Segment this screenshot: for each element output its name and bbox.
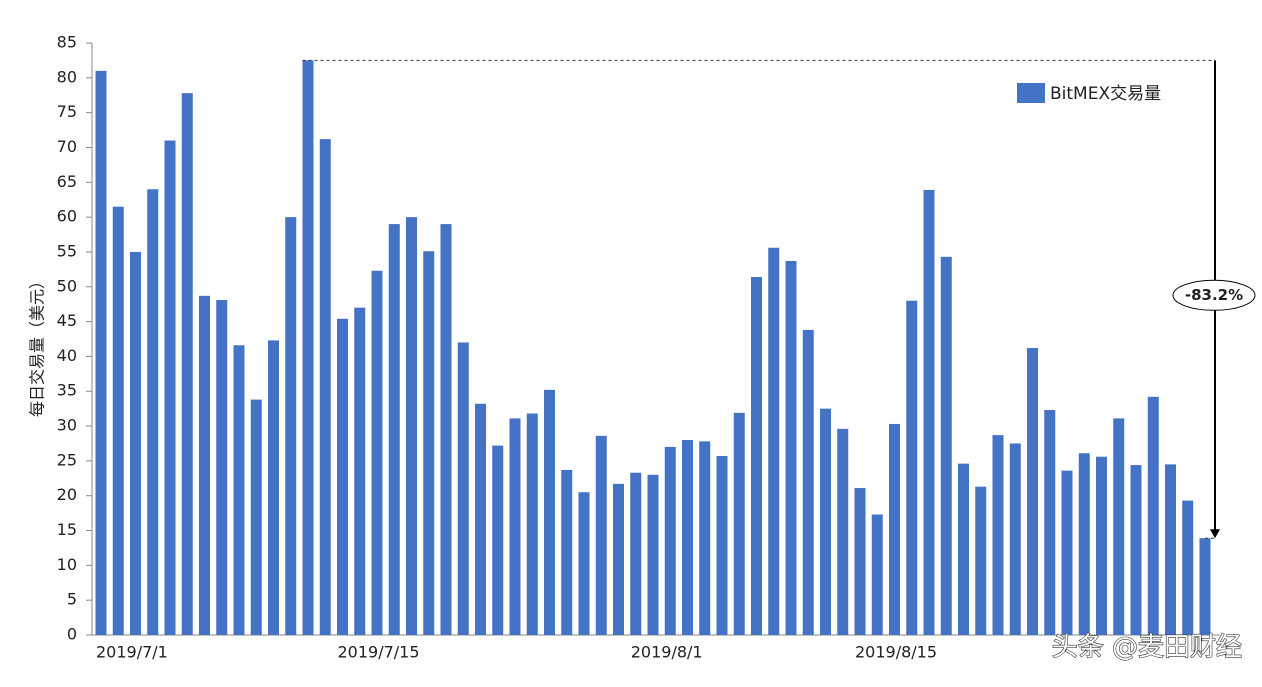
y-tick-label: 75 [57, 102, 77, 121]
bar [1182, 500, 1194, 635]
bar [181, 93, 193, 636]
y-tick-label: 5 [67, 590, 77, 609]
y-tick-label: 60 [57, 207, 77, 226]
bar [354, 307, 366, 635]
x-tick-label: 2019/8/15 [855, 643, 937, 662]
y-tick-label: 30 [57, 416, 77, 435]
y-tick-label: 40 [57, 346, 77, 365]
bar [250, 399, 262, 635]
bar [940, 256, 952, 635]
y-tick-label: 35 [57, 381, 77, 400]
bar [164, 140, 176, 635]
y-tick-label: 80 [57, 67, 77, 86]
x-tick-label: 2019/7/1 [96, 643, 168, 662]
bar [544, 389, 555, 635]
y-tick-label: 55 [57, 241, 77, 260]
bar [1044, 410, 1056, 635]
y-tick-label: 50 [57, 276, 77, 295]
bar [1096, 456, 1107, 635]
bar [337, 318, 348, 635]
bar [561, 469, 573, 635]
bar [682, 439, 693, 635]
y-tick-label: 65 [57, 172, 77, 191]
bar [1027, 348, 1038, 635]
y-tick-label: 25 [57, 450, 77, 469]
bar [716, 456, 728, 635]
bar [802, 329, 814, 635]
bar [699, 441, 711, 635]
bar [1130, 465, 1142, 635]
annotation: -83.2% [1185, 286, 1243, 304]
bar [285, 217, 297, 635]
y-axis-label: 每日交易量（美元） [28, 273, 47, 417]
bar [768, 247, 780, 635]
bar [923, 189, 935, 635]
bar [199, 295, 210, 635]
bar [1009, 443, 1021, 635]
bar [1147, 396, 1159, 635]
bar [958, 463, 969, 635]
bar [475, 403, 486, 635]
bar [423, 251, 435, 636]
bar [820, 408, 831, 635]
x-tick-label: 2019/7/15 [338, 643, 420, 662]
x-tick-label: 2019/8/1 [631, 643, 703, 662]
bar [509, 418, 521, 635]
bar [1113, 418, 1125, 635]
bar [319, 139, 331, 635]
bar [871, 514, 883, 635]
y-tick-label: 10 [57, 555, 77, 574]
y-tick-label: 15 [57, 520, 77, 539]
bar [1078, 453, 1090, 635]
bar [112, 206, 124, 635]
bar [388, 224, 400, 636]
bar [268, 340, 279, 635]
bar [371, 270, 383, 635]
bar [889, 423, 900, 635]
legend-swatch [1017, 83, 1045, 103]
bar [647, 474, 659, 635]
y-tick-label: 0 [67, 625, 77, 644]
y-tick-label: 20 [57, 485, 77, 504]
bar [147, 189, 159, 635]
bar [785, 260, 797, 635]
bar [406, 217, 417, 635]
annotation-box [1172, 279, 1256, 311]
bar [595, 435, 607, 635]
watermark: 头条 @麦田财经 [1052, 633, 1242, 663]
bar [216, 299, 228, 635]
bar [613, 483, 624, 635]
bar [526, 413, 538, 635]
bar [837, 428, 849, 635]
bar [630, 472, 642, 635]
bar [302, 60, 314, 636]
bar [578, 492, 590, 635]
bar [457, 342, 469, 635]
y-tick-label: 45 [57, 311, 77, 330]
bar [733, 412, 745, 635]
bar [233, 345, 245, 635]
y-tick-label: 70 [57, 137, 77, 156]
y-tick-label: 85 [57, 33, 77, 52]
legend-label: BitMEX交易量 [1050, 84, 1161, 104]
bar [130, 251, 141, 636]
bar [1199, 538, 1211, 635]
bar [440, 224, 452, 636]
bar [95, 70, 107, 635]
bar [975, 486, 987, 635]
arrow-head [1210, 529, 1220, 539]
bar [906, 300, 918, 635]
bar [854, 488, 866, 635]
bar [992, 435, 1004, 635]
bar [751, 277, 762, 635]
bar [1061, 470, 1073, 635]
bar [1165, 464, 1176, 635]
bar [664, 446, 676, 635]
bar [492, 445, 504, 635]
